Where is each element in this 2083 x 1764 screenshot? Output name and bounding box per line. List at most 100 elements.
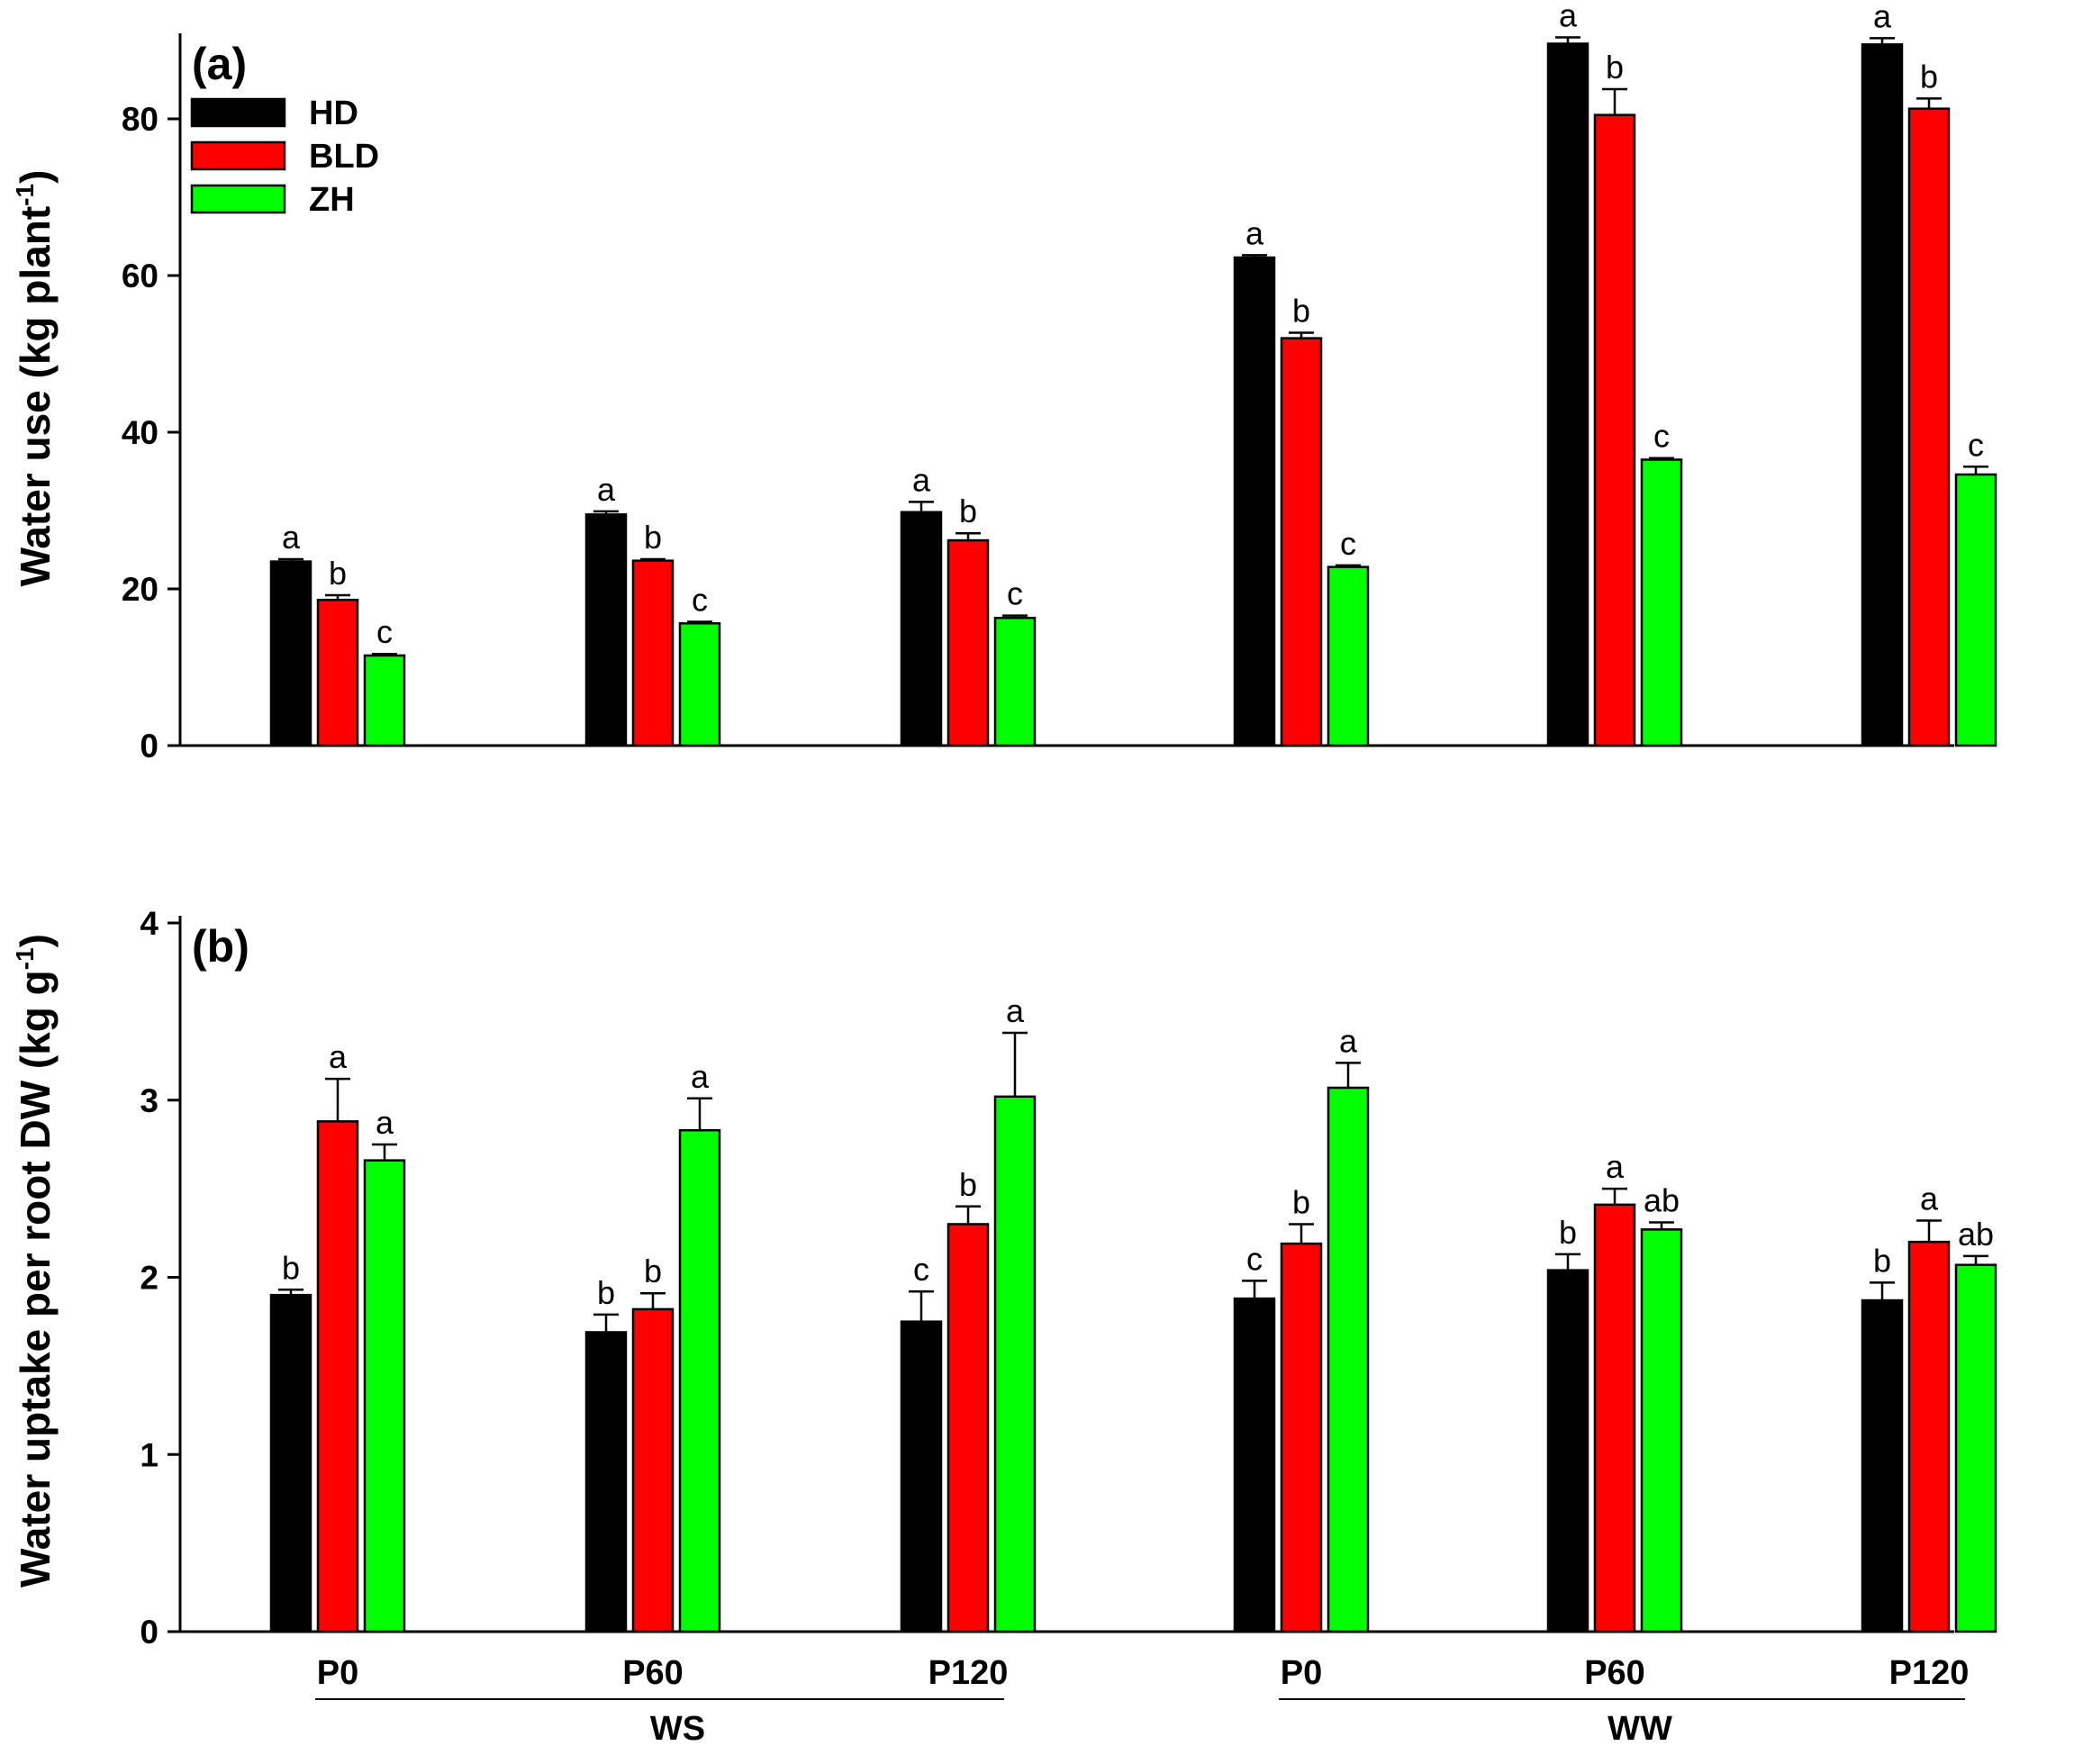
significance-label: b	[959, 1166, 977, 1203]
bar-hd	[1233, 1297, 1276, 1633]
significance-label: a	[912, 461, 931, 498]
x-category-label: P120	[928, 1654, 1009, 1692]
significance-label: ab	[1644, 1182, 1680, 1219]
significance-label: b	[1606, 49, 1624, 86]
bar-zh	[1954, 1263, 1997, 1633]
significance-label: a	[691, 1058, 710, 1095]
significance-label: c	[1246, 1240, 1263, 1277]
y-tick-label: 20	[122, 571, 158, 608]
significance-label: a	[1339, 1022, 1358, 1059]
x-category-label: P0	[317, 1654, 358, 1692]
significance-label: c	[1653, 418, 1670, 455]
y-axis-title-close: )	[12, 170, 59, 184]
bar-bld	[1907, 1240, 1951, 1633]
bar-bld	[316, 598, 359, 747]
bar-bld	[1593, 113, 1636, 747]
bar-zh	[678, 622, 721, 747]
significance-label: b	[282, 1249, 300, 1286]
y-axis-title-main: Water use (kg plant	[12, 206, 59, 587]
y-axis-title: Water uptake per root DW (kg g-1)	[11, 934, 59, 1588]
significance-label: a	[1559, 0, 1578, 34]
group-label-ww: WW	[1608, 1710, 1672, 1748]
bar-zh	[993, 616, 1037, 747]
y-tick-label: 0	[140, 1614, 158, 1651]
y-tick-label: 2	[140, 1260, 158, 1297]
x-category-label: P60	[622, 1654, 684, 1692]
bar-hd	[900, 511, 943, 747]
bar-zh	[363, 654, 406, 747]
bar-hd	[900, 1320, 943, 1633]
x-category-label: P0	[1281, 1654, 1322, 1692]
bar-bld	[1593, 1203, 1636, 1633]
y-tick-label: 3	[140, 1082, 158, 1119]
significance-label: a	[1006, 992, 1025, 1029]
significance-label: a	[1873, 0, 1892, 34]
x-category-label: P60	[1584, 1654, 1645, 1692]
significance-label: c	[913, 1251, 929, 1288]
legend-swatch-bld	[190, 140, 286, 171]
significance-label: b	[1559, 1214, 1577, 1251]
bar-hd	[1861, 43, 1904, 747]
y-axis-title-superscript: -1	[11, 184, 39, 206]
bar-hd	[584, 1331, 628, 1633]
legend-label-hd: HD	[309, 95, 358, 132]
significance-label: a	[1606, 1148, 1625, 1185]
chart-panel-a: 0 20 40 60 80 Water use (kg plant-1) (a) a a a a a a…	[11, 0, 1997, 764]
significance-label: b	[1292, 1183, 1310, 1220]
significance-label: c	[376, 613, 393, 650]
bar-hd	[584, 513, 628, 747]
y-axis-title-superscript: -1	[11, 947, 39, 970]
y-tick-label: 40	[122, 414, 158, 451]
bar-bld	[946, 1223, 990, 1633]
y-tick-label: 80	[122, 101, 158, 138]
significance-label: a	[282, 519, 301, 556]
significance-label: a	[329, 1038, 348, 1075]
panel-label: (a)	[192, 39, 247, 89]
significance-label: b	[1920, 58, 1938, 95]
bar-bld	[1907, 107, 1951, 747]
bar-hd	[269, 560, 312, 747]
bar-bld	[946, 538, 990, 747]
bar-zh	[1640, 1228, 1683, 1633]
significance-label: c	[1340, 525, 1356, 562]
bar-bld	[631, 559, 675, 747]
significance-label: b	[597, 1274, 615, 1311]
bar-zh	[1327, 565, 1370, 747]
bar-zh	[363, 1159, 406, 1633]
y-tick-label: 0	[140, 728, 158, 764]
y-axis-title-main: Water uptake per root DW (kg g	[12, 970, 59, 1588]
bar-hd	[269, 1293, 312, 1633]
significance-label: b	[329, 555, 347, 592]
significance-label: b	[1873, 1242, 1891, 1279]
y-axis-title: Water use (kg plant-1)	[11, 170, 59, 587]
bar-hd	[1233, 256, 1276, 747]
significance-label: a	[597, 471, 616, 508]
legend-label-zh: ZH	[309, 181, 355, 219]
significance-label: b	[1292, 293, 1310, 330]
bar-zh	[1327, 1086, 1370, 1633]
significance-label: c	[1007, 575, 1023, 612]
bar-bld	[1280, 1242, 1323, 1633]
bar-hd	[1861, 1298, 1904, 1633]
significance-label: a	[1245, 214, 1264, 251]
significance-label: c	[692, 582, 708, 619]
bar-bld	[1280, 337, 1323, 747]
bar-zh	[1954, 473, 1997, 747]
significance-label: b	[644, 519, 662, 556]
bar-zh	[993, 1095, 1037, 1633]
chart-panel-b: 0 1 2 3 4 Water uptake per root DW (kg g-1) (b…	[11, 905, 1997, 1748]
y-axis-title-close: )	[12, 934, 59, 947]
y-tick-label: 4	[140, 905, 158, 942]
panel-label: (b)	[192, 921, 249, 972]
bar-hd	[1546, 1269, 1589, 1633]
y-tick-label: 60	[122, 258, 158, 294]
group-label-ws: WS	[650, 1710, 705, 1748]
bar-zh	[678, 1128, 721, 1633]
significance-label: a	[376, 1104, 394, 1141]
legend-label-bld: BLD	[309, 138, 379, 176]
bar-bld	[316, 1120, 359, 1633]
significance-label: b	[959, 493, 977, 529]
legend-swatch-zh	[190, 184, 286, 214]
significance-label: c	[1968, 426, 1984, 463]
